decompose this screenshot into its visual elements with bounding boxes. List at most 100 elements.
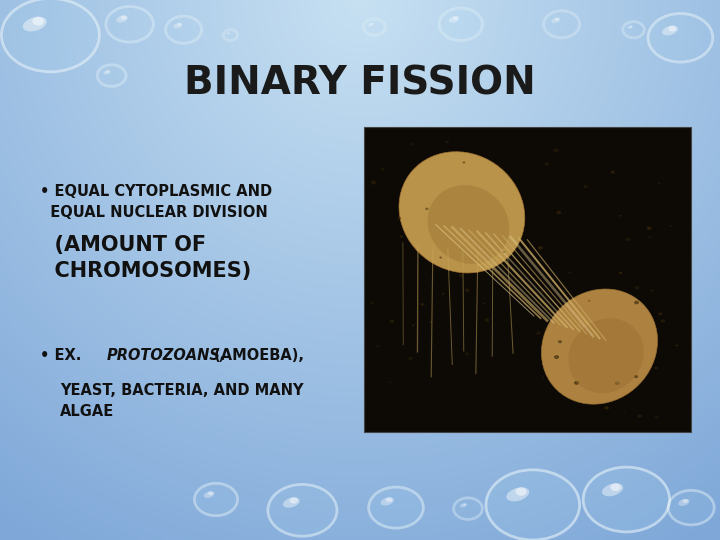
- Circle shape: [503, 251, 505, 253]
- Circle shape: [545, 163, 549, 165]
- Circle shape: [619, 272, 622, 274]
- Circle shape: [390, 320, 395, 323]
- Ellipse shape: [174, 23, 182, 29]
- Circle shape: [371, 301, 374, 304]
- Circle shape: [364, 19, 385, 35]
- Circle shape: [574, 381, 579, 385]
- Circle shape: [670, 225, 672, 227]
- Circle shape: [410, 143, 415, 146]
- Circle shape: [412, 324, 415, 326]
- Circle shape: [442, 293, 445, 295]
- Circle shape: [668, 490, 714, 525]
- Circle shape: [544, 11, 580, 38]
- Circle shape: [439, 8, 482, 40]
- Ellipse shape: [204, 491, 215, 498]
- Circle shape: [429, 321, 432, 323]
- Ellipse shape: [662, 25, 678, 36]
- Text: YEAST, BACTERIA, AND MANY
ALGAE: YEAST, BACTERIA, AND MANY ALGAE: [60, 383, 303, 420]
- Circle shape: [97, 65, 126, 86]
- Circle shape: [420, 303, 424, 306]
- Circle shape: [389, 381, 391, 383]
- Circle shape: [668, 25, 676, 31]
- Circle shape: [369, 487, 423, 528]
- Circle shape: [553, 148, 559, 152]
- Circle shape: [619, 215, 622, 217]
- Circle shape: [558, 340, 562, 343]
- Circle shape: [536, 332, 541, 335]
- Circle shape: [371, 181, 376, 185]
- Circle shape: [648, 14, 713, 62]
- Ellipse shape: [602, 483, 623, 496]
- Ellipse shape: [104, 70, 110, 75]
- Circle shape: [611, 171, 615, 174]
- Circle shape: [32, 17, 44, 25]
- Circle shape: [465, 289, 469, 292]
- Circle shape: [446, 141, 449, 144]
- Circle shape: [377, 345, 379, 347]
- Circle shape: [485, 318, 489, 322]
- Circle shape: [223, 30, 238, 40]
- Circle shape: [615, 381, 619, 385]
- Circle shape: [386, 497, 392, 502]
- Circle shape: [557, 211, 561, 214]
- Ellipse shape: [369, 23, 374, 26]
- Circle shape: [400, 235, 403, 238]
- Circle shape: [538, 246, 543, 249]
- Circle shape: [194, 483, 238, 516]
- Ellipse shape: [628, 25, 633, 29]
- Text: PROTOZOANS,: PROTOZOANS,: [107, 348, 226, 363]
- Circle shape: [208, 491, 213, 495]
- Circle shape: [661, 319, 665, 322]
- Circle shape: [638, 415, 642, 417]
- Circle shape: [107, 70, 109, 73]
- Circle shape: [439, 256, 442, 259]
- Text: • EX.: • EX.: [40, 348, 86, 363]
- Circle shape: [539, 290, 544, 294]
- Ellipse shape: [116, 15, 127, 23]
- Circle shape: [568, 272, 572, 274]
- Circle shape: [454, 498, 482, 519]
- Text: • EQUAL CYTOPLASMIC AND
  EQUAL NUCLEAR DIVISION: • EQUAL CYTOPLASMIC AND EQUAL NUCLEAR DI…: [40, 184, 271, 220]
- Text: BINARY FISSION: BINARY FISSION: [184, 65, 536, 103]
- Circle shape: [683, 499, 688, 503]
- Circle shape: [611, 483, 621, 491]
- Circle shape: [486, 470, 580, 540]
- Circle shape: [583, 185, 588, 188]
- Circle shape: [647, 226, 652, 230]
- Circle shape: [544, 329, 546, 330]
- Circle shape: [106, 6, 153, 42]
- Circle shape: [268, 484, 337, 536]
- Circle shape: [482, 302, 485, 305]
- Circle shape: [675, 345, 678, 347]
- Circle shape: [679, 391, 681, 393]
- Circle shape: [463, 503, 466, 506]
- Text: (AMOEBA),: (AMOEBA),: [209, 348, 304, 363]
- Ellipse shape: [460, 503, 467, 508]
- Ellipse shape: [399, 152, 525, 273]
- Ellipse shape: [428, 185, 509, 264]
- Ellipse shape: [506, 487, 529, 502]
- Ellipse shape: [541, 289, 657, 404]
- Ellipse shape: [283, 497, 300, 508]
- Circle shape: [453, 16, 458, 20]
- Circle shape: [408, 357, 413, 360]
- Circle shape: [604, 406, 609, 409]
- Text: (AMOUNT OF
  CHROMOSOMES): (AMOUNT OF CHROMOSOMES): [40, 235, 251, 280]
- Circle shape: [166, 16, 202, 43]
- Circle shape: [654, 415, 659, 418]
- Circle shape: [634, 301, 639, 305]
- Ellipse shape: [23, 17, 47, 31]
- Circle shape: [426, 207, 428, 210]
- Circle shape: [542, 377, 544, 379]
- Circle shape: [121, 15, 127, 19]
- Circle shape: [648, 236, 652, 239]
- Circle shape: [623, 22, 644, 38]
- Circle shape: [626, 238, 630, 241]
- Circle shape: [516, 487, 527, 496]
- Circle shape: [588, 300, 590, 302]
- Circle shape: [634, 375, 638, 378]
- Circle shape: [289, 497, 298, 504]
- Circle shape: [634, 286, 639, 289]
- Circle shape: [397, 217, 401, 219]
- Circle shape: [654, 367, 658, 369]
